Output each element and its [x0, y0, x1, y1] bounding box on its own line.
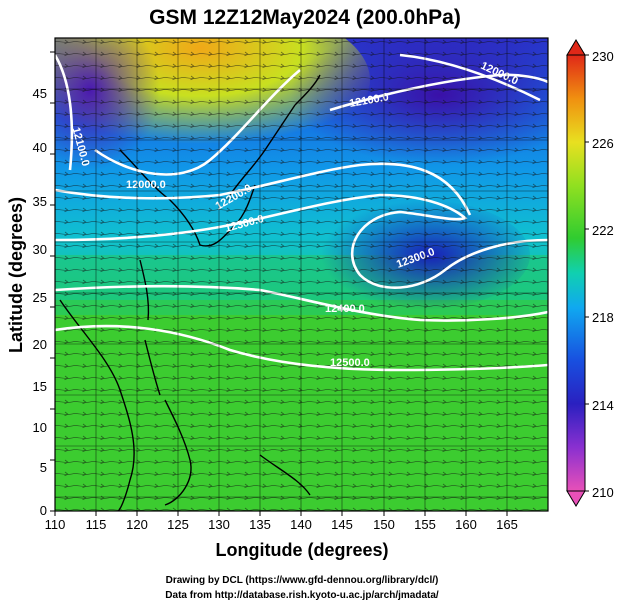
contour-12300: [55, 193, 548, 290]
x-tick-marks: [54, 511, 508, 516]
wind-streamlines: [55, 38, 548, 511]
colorbar-min-arrow: [566, 490, 586, 507]
x-tick-label: 110: [45, 517, 66, 532]
colorbar-tick-label: 210: [592, 485, 614, 500]
x-tick-label: 130: [208, 517, 230, 532]
y-tick-label: 30: [33, 242, 47, 257]
x-tick-label: 120: [126, 517, 148, 532]
y-tick-label: 0: [40, 503, 47, 518]
y-tick-label: 40: [33, 140, 47, 155]
coastlines: [59, 74, 321, 511]
y-tick-label: 45: [33, 86, 47, 101]
y-tick-label: 10: [33, 420, 47, 435]
contour-12000-west: [94, 69, 301, 176]
colorbar: 210 214 218 222 226 230: [566, 39, 614, 507]
y-tick-label: 15: [33, 379, 47, 394]
contour-label: 12400.0: [325, 303, 365, 315]
x-tick-label: 160: [455, 517, 477, 532]
contour-12400: [55, 284, 548, 322]
credit-drawing: Drawing by DCL (https://www.gfd-dennou.o…: [166, 575, 439, 586]
colorbar-tick-label: 218: [592, 310, 614, 325]
colorbar-tick-label: 222: [592, 223, 614, 238]
contour-label: 12000.0: [126, 179, 166, 191]
contour-label: 12500.0: [330, 357, 370, 369]
colorbar-max-arrow: [566, 39, 586, 56]
colorbar-scale: [566, 54, 586, 492]
y-tick-label: 25: [33, 290, 47, 305]
colorbar-tick-label: 214: [592, 398, 614, 413]
contour-12200: [55, 162, 472, 216]
height-contours: [55, 53, 548, 372]
x-tick-label: 135: [249, 517, 271, 532]
x-tick-label: 155: [414, 517, 436, 532]
contour-12500: [55, 324, 548, 372]
map-panel: 12100.0 12000.0 12100.0 12000.0 12200.0 …: [55, 38, 548, 511]
contour-12000-northeast: [399, 53, 541, 102]
y-tick-label: 35: [33, 194, 47, 209]
x-tick-label: 150: [373, 517, 395, 532]
x-tick-label: 145: [331, 517, 353, 532]
x-tick-label: 125: [167, 517, 189, 532]
contour-12100-north: [329, 73, 548, 112]
x-axis-label: Longitude (degrees): [215, 540, 388, 560]
lat-lon-grid: [55, 38, 548, 511]
colorbar-tick-label: 230: [592, 49, 614, 64]
colorbar-tick-label: 226: [592, 136, 614, 151]
credit-data: Data from http://database.rish.kyoto-u.a…: [165, 590, 439, 601]
x-tick-label: 115: [86, 517, 107, 532]
x-tick-labels: 110 115 120 125 130 135 140 145 150 155 …: [45, 517, 518, 532]
y-tick-label: 5: [40, 460, 47, 475]
y-axis-label: Latitude (degrees): [6, 197, 26, 353]
x-tick-label: 140: [290, 517, 312, 532]
contour-12100-west: [55, 54, 74, 171]
x-tick-label: 165: [496, 517, 518, 532]
y-tick-labels: 0 5 10 15 20 25 30 35 40 45: [33, 86, 47, 518]
map-title: GSM 12Z12May2024 (200.0hPa): [149, 6, 461, 29]
y-tick-marks: [50, 51, 55, 512]
y-tick-label: 20: [33, 337, 47, 352]
